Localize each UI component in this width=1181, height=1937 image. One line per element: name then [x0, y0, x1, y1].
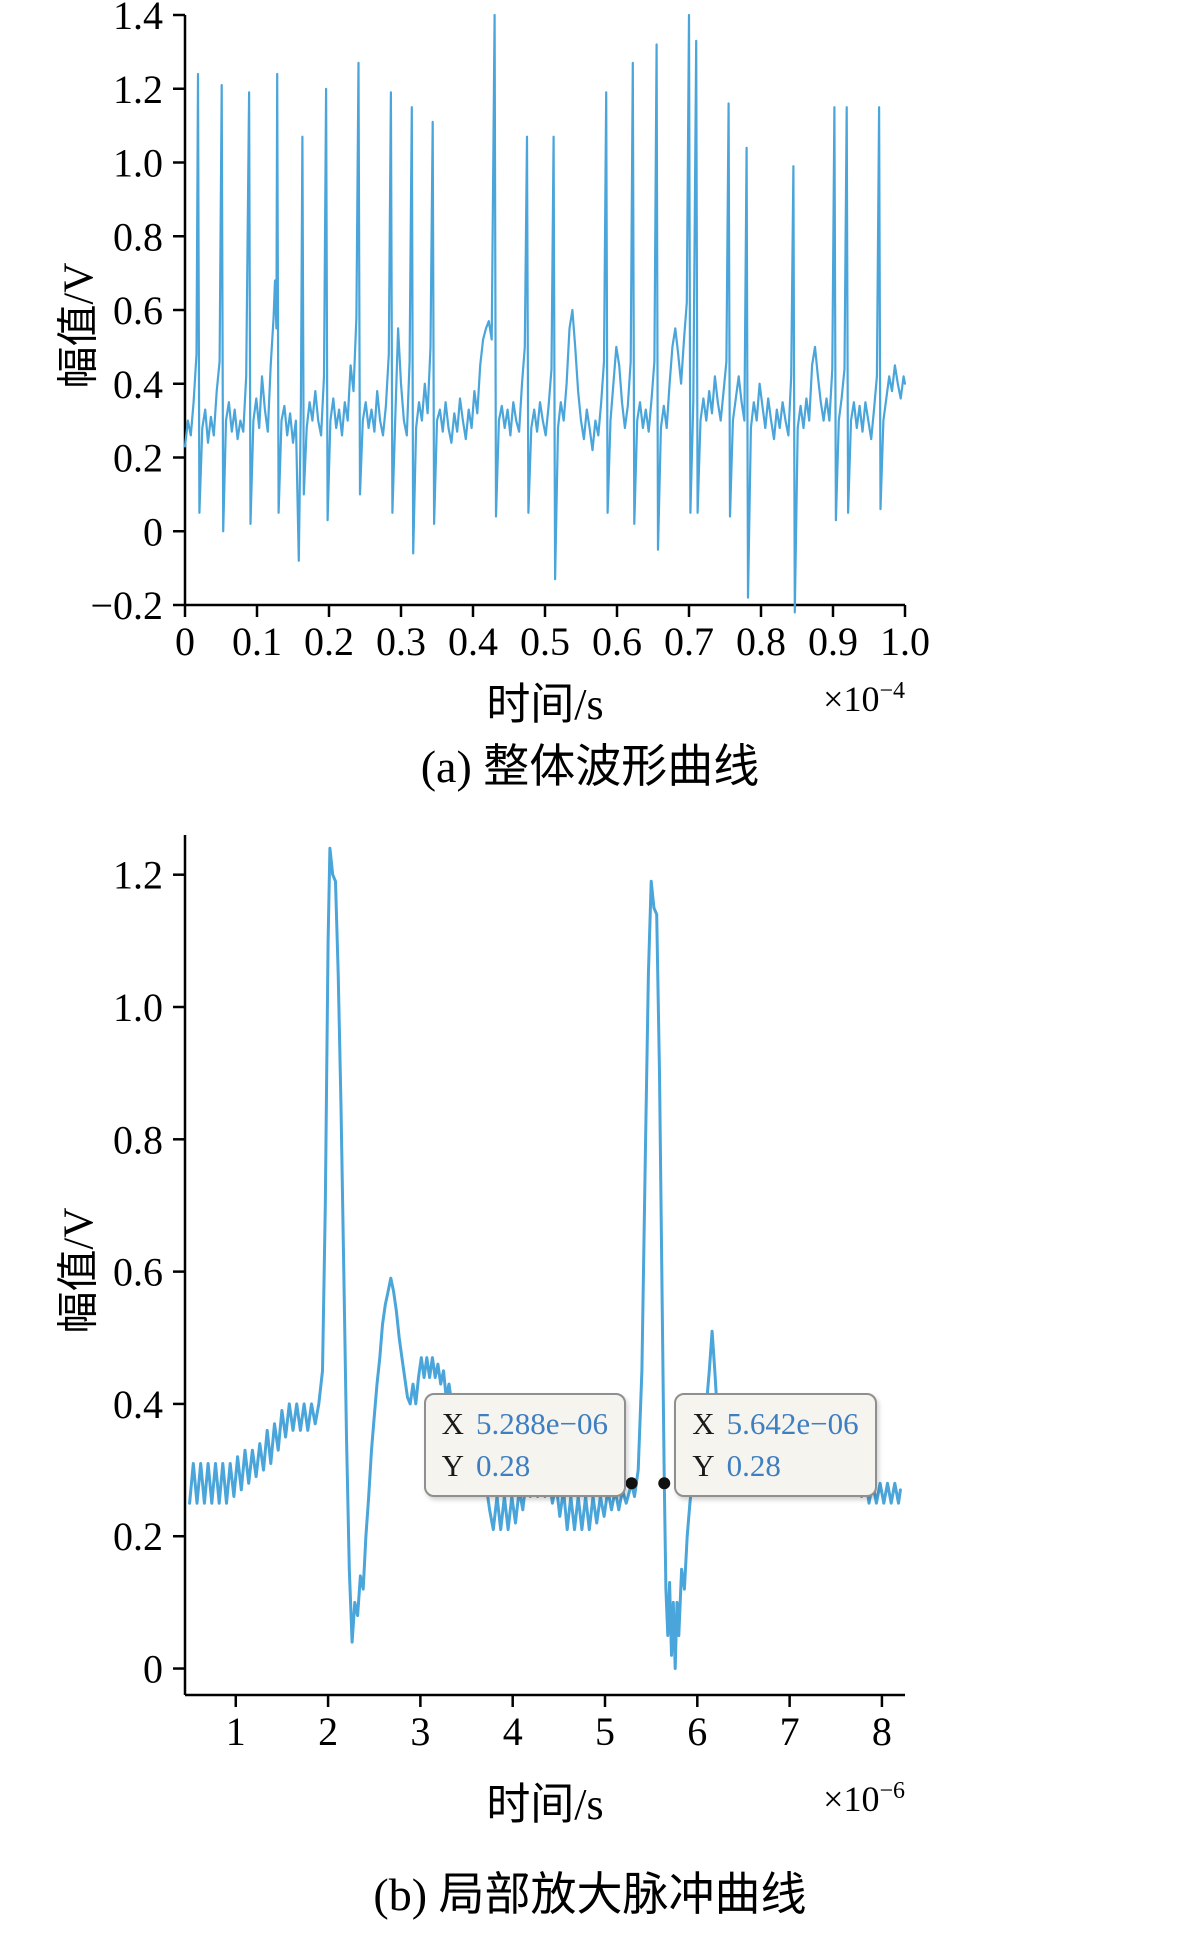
x-tick-label: 0.7 [664, 619, 714, 664]
figure-b: 1 2 3 4 5 6 7 8 0 0.2 0.4 0.6 0.8 1.0 1.2 幅值/V 时间/s ×1… [0, 810, 1181, 1937]
y-tick-label: 0.6 [113, 288, 163, 333]
x-tick-label: 0.9 [808, 619, 858, 664]
y-axis-label-a: 幅值/V [56, 262, 103, 389]
x-tick-label: 4 [503, 1709, 523, 1754]
y-tick-label: 0.8 [113, 214, 163, 259]
exponent-base-a: ×10 [823, 679, 880, 719]
y-tick-label: 0.8 [113, 1117, 163, 1162]
x-tick-label: 2 [318, 1709, 338, 1754]
x-axis-exponent-a: ×10−4 [823, 678, 905, 720]
y-tick-label: −0.2 [90, 583, 163, 628]
x-tick-label: 0.5 [520, 619, 570, 664]
datatip-y-value: 0.28 [475, 1448, 531, 1484]
datatip-y-value: 0.28 [726, 1448, 781, 1484]
x-tick-label: 6 [687, 1709, 707, 1754]
x-tick-label: 5 [595, 1709, 615, 1754]
y-tick-label: 0 [143, 1647, 163, 1692]
y-tick-label: 1.0 [113, 985, 163, 1030]
x-tick-label: 0.6 [592, 619, 642, 664]
caption-b: (b) 局部放大脉冲曲线 [373, 1869, 807, 1920]
y-tick-label: 1.0 [113, 141, 163, 186]
x-tick-label: 0.4 [448, 619, 498, 664]
y-tick-label: 0.4 [113, 362, 163, 407]
datatip-anchor-dot[interactable] [658, 1477, 671, 1490]
y-tick-label: 0.2 [113, 436, 163, 481]
y-tick-label: 1.2 [113, 853, 163, 898]
chart-a-canvas: 0 0.1 0.2 0.3 0.4 0.5 0.6 0.7 0.8 0.9 1.0 −0.2 0 0.2 0… [90, 0, 930, 664]
x-axis-label-a: 时间/s [486, 680, 604, 729]
exponent-power-b: −6 [879, 1778, 905, 1804]
datatip-x-value: 5.288e−06 [475, 1406, 608, 1442]
datatip-y-label: Y [441, 1448, 464, 1484]
datatip-x-row: X 5.642e−06 [692, 1403, 858, 1445]
datatip-y-row: Y 0.28 [692, 1445, 858, 1487]
x-tick-label: 0.8 [736, 619, 786, 664]
x-tick-label: 8 [872, 1709, 892, 1754]
x-tick-label: 0 [175, 619, 195, 664]
y-tick-label: 1.4 [113, 0, 163, 38]
datatip-y-label: Y [692, 1448, 715, 1484]
exponent-base-b: ×10 [823, 1779, 880, 1819]
x-tick-label: 3 [410, 1709, 430, 1754]
waveform-line [183, 13, 907, 614]
x-tick-label: 7 [780, 1709, 800, 1754]
chart-b-canvas: 1 2 3 4 5 6 7 8 0 0.2 0.4 0.6 0.8 1.0 1.2 [113, 835, 905, 1754]
datatip-x-label: X [692, 1406, 715, 1442]
x-tick-label: 0.1 [232, 619, 282, 664]
datatip-anchor-dot[interactable] [625, 1477, 638, 1490]
datatip[interactable]: X 5.642e−06 Y 0.28 [674, 1393, 877, 1497]
x-tick-label: 0.3 [376, 619, 426, 664]
figure-a: 0 0.1 0.2 0.3 0.4 0.5 0.6 0.7 0.8 0.9 1.0 −0.2 0 0.2 0… [0, 0, 1181, 810]
y-tick-label: 0.2 [113, 1514, 163, 1559]
exponent-power-a: −4 [879, 678, 905, 704]
x-axis-exponent-b: ×10−6 [823, 1778, 905, 1820]
y-axis-label-b: 幅值/V [56, 1207, 103, 1334]
y-tick-label: 0.4 [113, 1382, 163, 1427]
x-axis-label-b: 时间/s [486, 1780, 604, 1829]
datatip-x-label: X [441, 1406, 464, 1442]
x-tick-label: 1.0 [880, 619, 930, 664]
datatip[interactable]: X 5.288e−06 Y 0.28 [423, 1393, 626, 1497]
waveform-line [188, 846, 902, 1670]
y-tick-label: 0 [143, 509, 163, 554]
x-tick-label: 0.2 [304, 619, 354, 664]
x-tick-label: 1 [226, 1709, 246, 1754]
caption-a: (a) 整体波形曲线 [420, 741, 760, 792]
datatip-x-row: X 5.288e−06 [442, 1403, 608, 1445]
datatip-y-row: Y 0.28 [442, 1445, 608, 1487]
y-tick-label: 0.6 [113, 1250, 163, 1295]
datatip-x-value: 5.642e−06 [726, 1406, 859, 1442]
y-tick-label: 1.2 [113, 67, 163, 112]
